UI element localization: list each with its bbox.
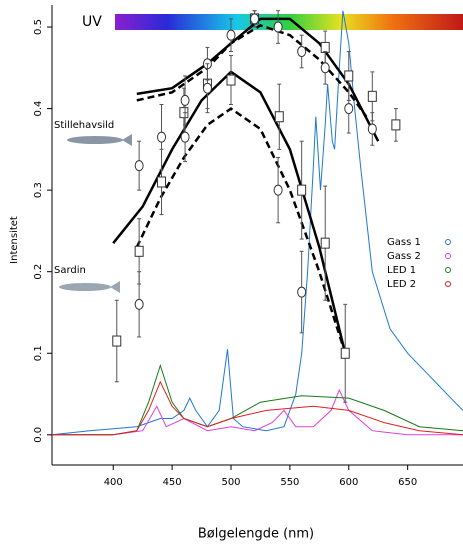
fit-curve: [136, 17, 380, 142]
data-point: [250, 13, 260, 25]
legend-marker: [445, 281, 451, 287]
data-point: [273, 184, 283, 196]
data-point: [367, 123, 377, 135]
legend-label: LED 1: [387, 265, 416, 276]
data-point: [320, 41, 330, 53]
data-point: [344, 70, 354, 82]
fit-curve: [135, 107, 347, 354]
data-point: [134, 160, 144, 172]
legend-marker: [445, 239, 451, 245]
data-point: [226, 74, 236, 86]
data-point: [297, 45, 307, 57]
data-point: [134, 245, 144, 257]
data-point: [320, 62, 330, 74]
legend-label: Gass 1: [387, 237, 421, 248]
y-tick-label: 0.3: [33, 182, 44, 198]
y-tick-label: 0.4: [33, 101, 44, 117]
uv-label: UV: [82, 14, 102, 30]
legend-label: Gass 2: [387, 251, 421, 262]
data-point: [274, 111, 284, 123]
data-point: [157, 131, 167, 143]
data-point: [134, 298, 144, 310]
data-point: [367, 90, 377, 102]
x-tick-label: 450: [163, 477, 182, 488]
annotation: Stillehavsild: [54, 120, 114, 131]
annotation: Sardin: [54, 265, 86, 276]
data-point: [226, 29, 236, 41]
data-point: [320, 237, 330, 249]
x-tick-label: 650: [398, 477, 417, 488]
data-point: [157, 176, 167, 188]
data-point: [340, 347, 350, 359]
y-tick-label: 0.1: [33, 345, 44, 361]
data-point: [391, 119, 401, 131]
data-point: [202, 82, 212, 94]
fish-icon: [59, 134, 132, 293]
y-tick-label: 0.5: [33, 19, 44, 35]
x-tick-label: 600: [339, 477, 358, 488]
data-point: [180, 94, 190, 106]
x-tick-label: 550: [280, 477, 299, 488]
spectrum-line: [52, 380, 463, 436]
data-point: [297, 286, 307, 298]
data-point: [273, 21, 283, 33]
data-point: [112, 335, 122, 347]
x-tick-label: 500: [221, 477, 240, 488]
legend-label: LED 2: [387, 279, 416, 290]
legend-marker: [445, 253, 451, 259]
y-axis-label: Intensitet: [9, 216, 20, 264]
x-axis-label: Bølgelengde (nm): [198, 527, 314, 542]
legend-marker: [445, 267, 451, 273]
y-tick-label: 0.2: [33, 264, 44, 280]
x-tick-label: 400: [104, 477, 123, 488]
data-point: [180, 131, 190, 143]
data-point: [344, 103, 354, 115]
y-tick-label: 0.0: [33, 427, 44, 443]
fit-curve: [136, 24, 368, 118]
uv-spectrum-bar: [115, 14, 463, 30]
data-point: [297, 184, 307, 196]
spectrum-line: [51, 10, 463, 436]
spectrum-line: [52, 363, 463, 436]
